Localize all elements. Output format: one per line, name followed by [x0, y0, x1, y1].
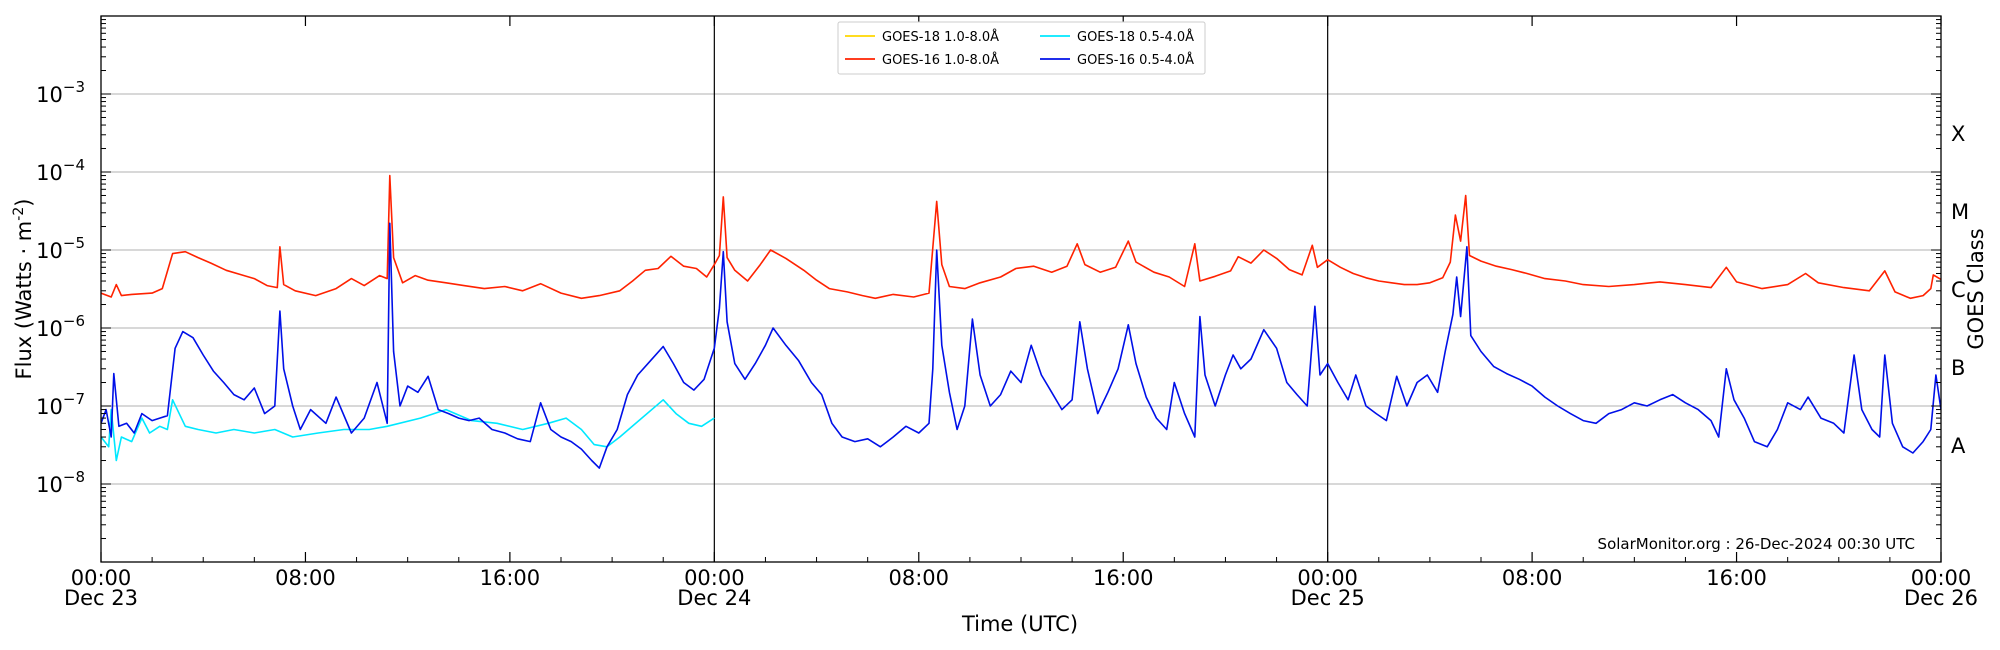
plot-frame	[100, 15, 1942, 563]
y-tick-label: 10−7	[36, 390, 85, 419]
y-axis-title-main: Flux (Watts · m	[12, 221, 36, 380]
y-tick-base: 10	[36, 239, 63, 263]
x-tick-time: 08:00	[275, 566, 336, 590]
y-tick-exponent: −4	[63, 156, 85, 174]
x-tick-time: 16:00	[1093, 566, 1154, 590]
x-tick-time: 00:00	[1297, 566, 1358, 590]
legend-label: GOES-16 1.0-8.0Å	[882, 52, 999, 68]
y-tick-base: 10	[36, 83, 63, 107]
y-tick-exponent: −7	[63, 390, 85, 408]
goes-class-label: A	[1951, 434, 1966, 458]
legend-label: GOES-18 1.0-8.0Å	[882, 29, 999, 45]
goes-class-label: X	[1951, 122, 1965, 146]
x-tick-date: Dec 25	[1291, 586, 1365, 610]
legend-box	[837, 21, 1206, 75]
goes-class-axis: A B C M X	[1951, 122, 1969, 458]
x-tick-time: 08:00	[1502, 566, 1563, 590]
y-tick-label: 10−5	[36, 234, 85, 263]
y-tick-base: 10	[36, 395, 63, 419]
x-tick-date: Dec 26	[1904, 586, 1978, 610]
y-tick-base: 10	[36, 161, 63, 185]
y-tick-exponent: −8	[63, 468, 85, 486]
legend: GOES-18 1.0-8.0Å GOES-18 0.5-4.0Å GOES-16 …	[837, 21, 1206, 75]
x-tick-time: 00:00	[1911, 566, 1972, 590]
y-tick-base: 10	[36, 317, 63, 341]
goes-class-label: M	[1951, 200, 1969, 224]
goes-class-label: B	[1951, 356, 1965, 380]
x-tick-date: Dec 24	[677, 586, 751, 610]
series-line-2	[101, 174, 1941, 300]
y-tick-label: 10−8	[36, 468, 85, 497]
y-tick-exponent: −6	[63, 312, 85, 330]
x-tick-date: Dec 23	[64, 586, 138, 610]
gridlines	[101, 93, 1941, 485]
y-axis-title: Flux (Watts · m-2)	[11, 199, 36, 380]
day-boundary-lines	[713, 16, 1329, 562]
y-tick-base: 10	[36, 473, 63, 497]
y-tick-exponent: −3	[63, 78, 85, 96]
x-tick-time: 16:00	[480, 566, 541, 590]
x-tick-time: 08:00	[889, 566, 950, 590]
x-axis-title: Time (UTC)	[961, 612, 1078, 636]
series-line-4	[101, 222, 1941, 469]
x-tick-time: 00:00	[71, 566, 132, 590]
x-tick-time: 16:00	[1706, 566, 1767, 590]
y-tick-label: 10−3	[36, 78, 85, 107]
y-tick-label: 10−4	[36, 156, 85, 185]
legend-label: GOES-16 0.5-4.0Å	[1077, 52, 1194, 68]
x-tick-time: 00:00	[684, 566, 745, 590]
y-axis-title-exponent: -2	[11, 207, 27, 221]
credit-text: SolarMonitor.org : 26-Dec-2024 00:30 UTC	[1598, 535, 1915, 553]
y-axis-title-suffix: )	[12, 199, 36, 207]
goes-class-axis-title: GOES Class	[1964, 228, 1988, 349]
legend-label: GOES-18 0.5-4.0Å	[1077, 29, 1194, 45]
y-tick-label: 10−6	[36, 312, 85, 341]
series-line-3	[101, 399, 715, 462]
y-axis: 10−810−710−610−510−410−3	[36, 19, 1941, 563]
y-tick-exponent: −5	[63, 234, 85, 252]
series-group	[101, 174, 1941, 469]
goes-class-label: C	[1951, 278, 1966, 302]
